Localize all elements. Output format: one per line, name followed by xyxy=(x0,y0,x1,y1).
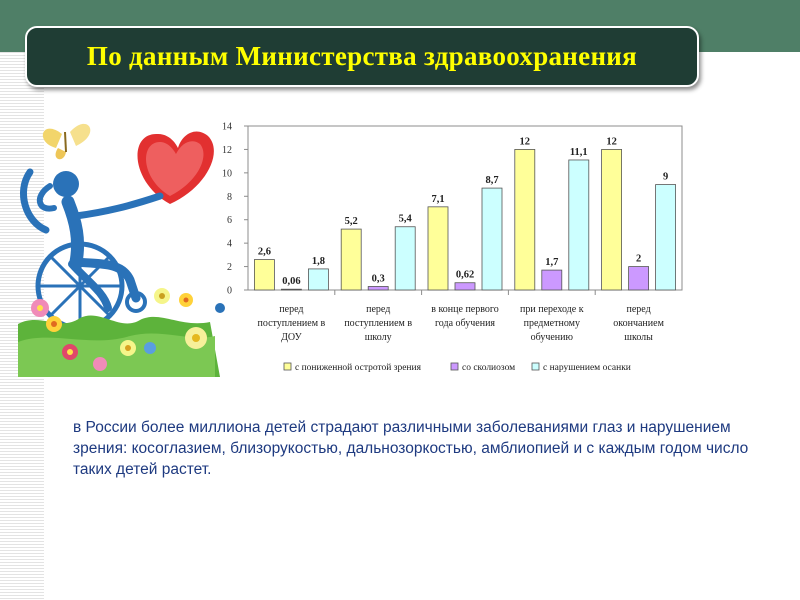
x-category-label: года обучения xyxy=(435,318,495,329)
bar-value-label: 0,06 xyxy=(282,276,300,287)
bar xyxy=(427,206,449,291)
x-category-label: ДОУ xyxy=(281,332,302,343)
flowers-icon xyxy=(31,288,225,371)
bar-value-label: 7,1 xyxy=(431,194,444,205)
bar-value-label: 0,3 xyxy=(372,273,385,284)
bar-value-label: 2 xyxy=(636,254,641,265)
page-title: По данным Министерства здравоохранения xyxy=(86,41,638,71)
y-tick-label: 10 xyxy=(222,168,232,179)
x-category-label: в конце первого xyxy=(431,304,499,315)
legend-swatch xyxy=(450,362,459,371)
bar xyxy=(628,266,650,291)
bar-value-label: 0,62 xyxy=(456,270,474,281)
x-category-label: при переходе к xyxy=(520,304,584,315)
y-tick-label: 12 xyxy=(222,145,232,156)
bar xyxy=(308,268,329,291)
legend-swatch xyxy=(283,362,292,371)
x-category-label: перед xyxy=(627,304,651,315)
bar xyxy=(568,159,590,291)
y-tick-label: 8 xyxy=(227,192,232,203)
description-text: в России более миллиона детей страдают р… xyxy=(73,419,749,478)
bar-value-label: 2,6 xyxy=(258,247,271,258)
bar xyxy=(481,187,503,291)
child-with-heart-illustration xyxy=(18,123,225,377)
bar-value-label: 12 xyxy=(520,136,531,147)
bar xyxy=(514,149,536,291)
bar xyxy=(281,288,302,291)
title-banner: По данным Министерства здравоохранения xyxy=(25,26,699,87)
legend-swatch xyxy=(531,362,540,371)
bar xyxy=(340,228,362,291)
legend-label: со сколиозом xyxy=(462,363,515,373)
x-category-label: окончанием xyxy=(613,318,664,329)
bar xyxy=(601,149,623,291)
bar xyxy=(254,259,275,291)
bar-value-label: 5,4 xyxy=(399,214,413,225)
bar xyxy=(454,282,476,291)
x-category-label: обучению xyxy=(531,332,574,343)
legend-label: с пониженной остротой зрения xyxy=(295,362,422,373)
x-category-label: школы xyxy=(624,332,653,343)
x-category-label: поступлением в xyxy=(344,318,412,329)
x-category-label: перед xyxy=(279,304,303,315)
bar-value-label: 1,8 xyxy=(312,256,325,267)
bar xyxy=(367,286,389,291)
bar-value-label: 1,7 xyxy=(545,257,558,268)
y-tick-label: 2 xyxy=(227,262,232,273)
bar-value-label: 12 xyxy=(606,136,617,147)
bar-chart: 0 2 4 6 8 10 12 14 2,6 0,06 1,8 5,2 0,3 5,4 7,1 0,62 8,… xyxy=(222,122,683,373)
y-tick-label: 4 xyxy=(227,239,232,250)
legend-label: с нарушением осанки xyxy=(543,363,631,373)
x-category-label: школу xyxy=(365,332,392,343)
bar xyxy=(394,226,416,291)
y-tick-label: 0 xyxy=(227,286,232,297)
butterfly-icon xyxy=(42,123,91,160)
bar-value-label: 11,1 xyxy=(570,147,588,158)
bar-value-label: 5,2 xyxy=(345,216,358,227)
x-category-label: предметному xyxy=(524,318,580,329)
bar-value-label: 8,7 xyxy=(485,175,498,186)
bar-value-label: 9 xyxy=(663,172,668,183)
y-tick-label: 14 xyxy=(222,122,232,133)
bar xyxy=(655,184,677,291)
heart-icon xyxy=(137,131,214,204)
bar xyxy=(541,269,563,291)
x-category-label: перед xyxy=(366,304,390,315)
y-tick-label: 6 xyxy=(227,215,232,226)
x-category-label: поступлением в xyxy=(258,318,326,329)
